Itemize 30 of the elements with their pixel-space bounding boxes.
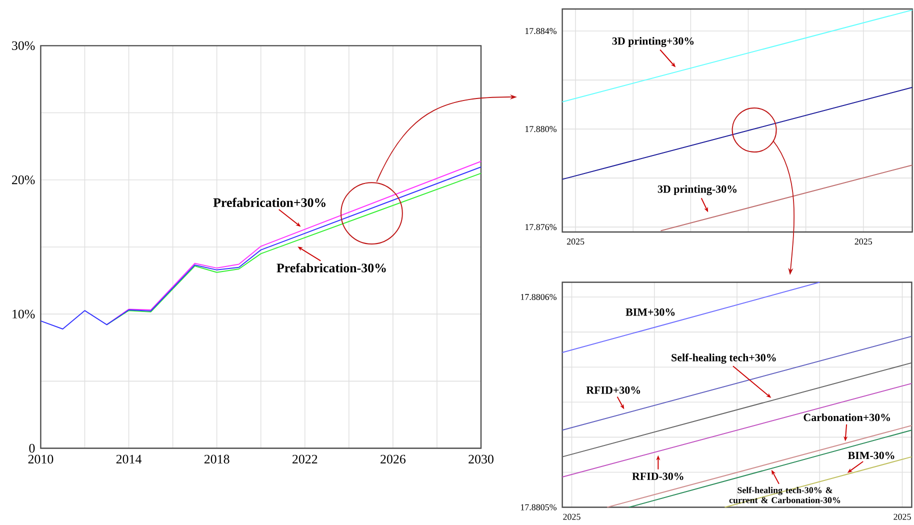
annotation: Carbonation+30% <box>804 413 890 422</box>
y-tick-label: 17.8805% <box>520 504 556 510</box>
y-tick-label: 20% <box>12 175 35 184</box>
x-tick-label: 2018 <box>204 454 230 464</box>
x-tick-label: 2025 <box>566 238 584 245</box>
x-tick-label: 2022 <box>292 454 318 464</box>
x-tick-label: 2014 <box>116 454 142 464</box>
annotation: Prefabrication-30% <box>276 263 386 272</box>
x-tick-label: 2030 <box>468 454 494 464</box>
line-series <box>40 166 482 330</box>
y-tick-label: 17.884% <box>525 28 556 34</box>
x-tick-label: 2025 <box>854 238 872 245</box>
y-tick-label: 17.876% <box>525 224 556 230</box>
y-tick-label: 17.880% <box>525 126 556 132</box>
x-tick-label: 2010 <box>28 454 54 464</box>
y-tick-label: 0 <box>29 444 35 453</box>
annotation: BIM-30% <box>848 452 894 460</box>
annotation: RFID+30% <box>586 386 640 394</box>
annotation: BIM+30% <box>626 308 675 316</box>
x-tick-label: 2025 <box>563 514 580 520</box>
annotation: 3D printing-30% <box>658 185 737 196</box>
y-tick-label: 10% <box>12 310 35 318</box>
annotation: RFID-30% <box>632 472 684 480</box>
x-tick-label: 2025 <box>894 514 911 520</box>
annotation: 3D printing+30% <box>612 37 694 48</box>
annotation: Prefabrication+30% <box>213 198 326 208</box>
y-tick-label: 30% <box>12 41 35 50</box>
x-tick-label: 2026 <box>380 454 406 464</box>
annotation: Self-healing tech+30% <box>672 354 776 364</box>
y-tick-label: 17.8806% <box>520 294 556 300</box>
